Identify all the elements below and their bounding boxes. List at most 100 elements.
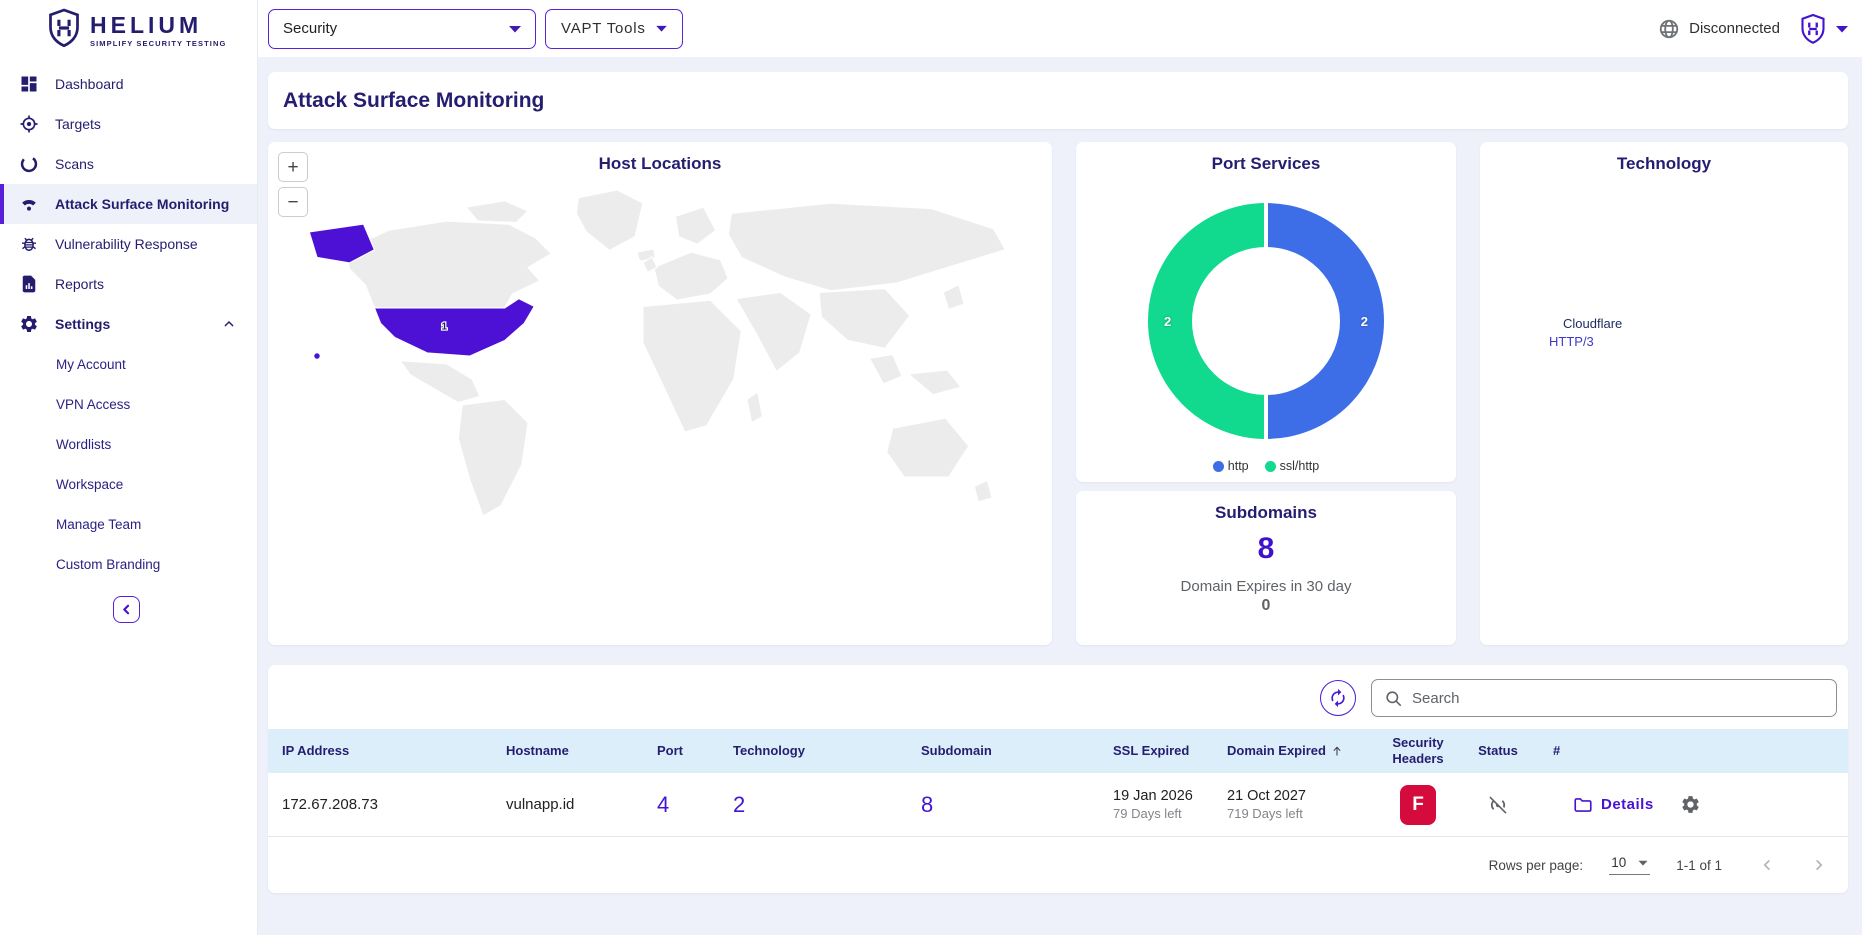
sidebar-subitem-label: My Account — [56, 357, 126, 372]
sensors-off-icon[interactable] — [1486, 793, 1510, 817]
sidebar-item-label: Targets — [55, 116, 101, 132]
sidebar-item-my-account[interactable]: My Account — [0, 344, 257, 384]
ssl-expired-days-left: 79 Days left — [1113, 806, 1227, 821]
sidebar-item-targets[interactable]: Targets — [0, 104, 257, 144]
domain-expiry-note: Domain Expires in 30 day — [1076, 578, 1456, 595]
domain-expiry-count: 0 — [1076, 597, 1456, 615]
rows-per-page-value: 10 — [1611, 855, 1626, 870]
map-us-count-label[interactable]: 1 — [441, 322, 447, 333]
map-zoom-controls: + − — [278, 152, 308, 217]
cell-subdomain-count[interactable]: 8 — [921, 792, 1113, 818]
column-header-domain-expired[interactable]: Domain Expired — [1227, 743, 1373, 759]
host-locations-title: Host Locations — [268, 142, 1052, 174]
legend-item-ssl-http[interactable]: ssl/http — [1265, 459, 1320, 473]
cell-port-count[interactable]: 4 — [657, 792, 733, 818]
cell-actions: Details — [1533, 794, 1848, 815]
column-header-port[interactable]: Port — [657, 743, 733, 759]
sidebar-item-scans[interactable]: Scans — [0, 144, 257, 184]
cell-security-headers: F — [1373, 785, 1463, 825]
sidebar-item-wordlists[interactable]: Wordlists — [0, 424, 257, 464]
ssl-expired-date: 19 Jan 2026 — [1113, 788, 1227, 804]
bug-icon — [19, 234, 39, 254]
host-locations-card: Host Locations + − — [268, 142, 1052, 645]
details-button[interactable]: Details — [1573, 796, 1654, 814]
brand-logo[interactable]: HELIUM SIMPLIFY SECURITY TESTING — [0, 0, 257, 60]
sidebar-item-workspace[interactable]: Workspace — [0, 464, 257, 504]
hosts-table-card: IP Address Hostname Port Technology Subd… — [268, 665, 1848, 893]
pagination-range: 1-1 of 1 — [1676, 858, 1722, 873]
context-select[interactable]: Security — [268, 9, 536, 49]
sidebar-item-label: Settings — [55, 316, 110, 332]
refresh-icon — [1328, 688, 1348, 708]
port-services-title: Port Services — [1076, 142, 1456, 174]
legend-item-http[interactable]: http — [1213, 459, 1249, 473]
sidebar-item-attack-surface-monitoring[interactable]: Attack Surface Monitoring — [0, 184, 257, 224]
sidebar-item-vpn-access[interactable]: VPN Access — [0, 384, 257, 424]
table-pagination: Rows per page: 10 1-1 of 1 — [268, 837, 1848, 893]
table-header-row: IP Address Hostname Port Technology Subd… — [268, 729, 1848, 773]
previous-page-icon[interactable] — [1758, 856, 1776, 874]
helium-shield-icon — [46, 6, 82, 55]
map-zoom-in-button[interactable]: + — [278, 152, 308, 182]
sidebar-collapse-button[interactable] — [113, 596, 140, 623]
port-services-donut-chart[interactable]: 2 2 — [1148, 203, 1384, 439]
caret-down-icon — [509, 25, 521, 33]
sidebar-item-label: Attack Surface Monitoring — [55, 196, 229, 212]
column-header-security-headers[interactable]: Security Headers — [1373, 735, 1463, 768]
column-header-hostname[interactable]: Hostname — [506, 743, 657, 759]
hosts-table: IP Address Hostname Port Technology Subd… — [268, 729, 1848, 893]
sidebar-subitem-label: Wordlists — [56, 437, 111, 452]
port-services-card: Port Services 2 2 http — [1076, 142, 1456, 482]
donut-legend: http ssl/http — [1076, 459, 1456, 473]
sidebar-item-vulnerability-response[interactable]: Vulnerability Response — [0, 224, 257, 264]
sidebar-item-dashboard[interactable]: Dashboard — [0, 64, 257, 104]
account-shield-icon[interactable] — [1799, 13, 1827, 45]
folder-icon — [1573, 796, 1593, 814]
map-zoom-out-button[interactable]: − — [278, 187, 308, 217]
brand-tagline: SIMPLIFY SECURITY TESTING — [90, 39, 226, 48]
wifi-radar-icon — [19, 194, 39, 214]
donut-slice-value-http: 2 — [1361, 314, 1368, 329]
cell-technology-count[interactable]: 2 — [733, 792, 921, 818]
dashboard-cards-row: Host Locations + − — [268, 142, 1848, 645]
sidebar: HELIUM SIMPLIFY SECURITY TESTING Dashboa… — [0, 0, 258, 935]
legend-dot-http — [1213, 461, 1224, 472]
vapt-tools-label: VAPT Tools — [561, 20, 646, 37]
sidebar-item-settings[interactable]: Settings — [0, 304, 257, 344]
column-header-status[interactable]: Status — [1463, 743, 1533, 759]
technology-tag-cloudflare[interactable]: Cloudflare — [1563, 316, 1622, 331]
column-header-subdomain[interactable]: Subdomain — [921, 743, 1113, 759]
sidebar-item-manage-team[interactable]: Manage Team — [0, 504, 257, 544]
next-page-icon[interactable] — [1810, 856, 1828, 874]
brand-text: HELIUM SIMPLIFY SECURITY TESTING — [90, 14, 226, 48]
technology-tag-http3[interactable]: HTTP/3 — [1549, 334, 1594, 349]
search-input[interactable] — [1412, 690, 1824, 707]
world-map[interactable]: 1 — [272, 176, 1048, 587]
vapt-tools-button[interactable]: VAPT Tools — [545, 9, 683, 49]
sidebar-subitem-label: Workspace — [56, 477, 123, 492]
map-hawaii-marker[interactable] — [314, 353, 319, 358]
sidebar-subitem-label: VPN Access — [56, 397, 130, 412]
account-menu-caret-icon[interactable] — [1836, 25, 1848, 33]
column-header-technology[interactable]: Technology — [733, 743, 921, 759]
donut-gap — [1264, 203, 1268, 250]
subdomains-count: 8 — [1076, 532, 1456, 566]
column-header-ssl-expired[interactable]: SSL Expired — [1113, 743, 1227, 759]
security-grade-badge[interactable]: F — [1400, 785, 1436, 825]
page-title: Attack Surface Monitoring — [283, 89, 544, 113]
gear-icon — [19, 314, 39, 334]
row-settings-gear-icon[interactable] — [1680, 794, 1701, 815]
donut-slice-value-ssl-http: 2 — [1164, 314, 1171, 329]
column-header-actions[interactable]: # — [1533, 743, 1848, 759]
table-toolbar — [268, 679, 1848, 729]
column-header-ip-address[interactable]: IP Address — [268, 743, 506, 759]
table-row[interactable]: 172.67.208.73 vulnapp.id 4 2 8 19 Jan 20… — [268, 773, 1848, 837]
sidebar-item-reports[interactable]: Reports — [0, 264, 257, 304]
column-header-label: Domain Expired — [1227, 743, 1326, 759]
sidebar-item-custom-branding[interactable]: Custom Branding — [0, 544, 257, 584]
sidebar-item-label: Vulnerability Response — [55, 236, 198, 252]
rows-per-page-select[interactable]: 10 — [1609, 855, 1650, 875]
details-label: Details — [1601, 796, 1654, 813]
refresh-button[interactable] — [1320, 680, 1356, 716]
domain-expired-date: 21 Oct 2027 — [1227, 788, 1373, 804]
